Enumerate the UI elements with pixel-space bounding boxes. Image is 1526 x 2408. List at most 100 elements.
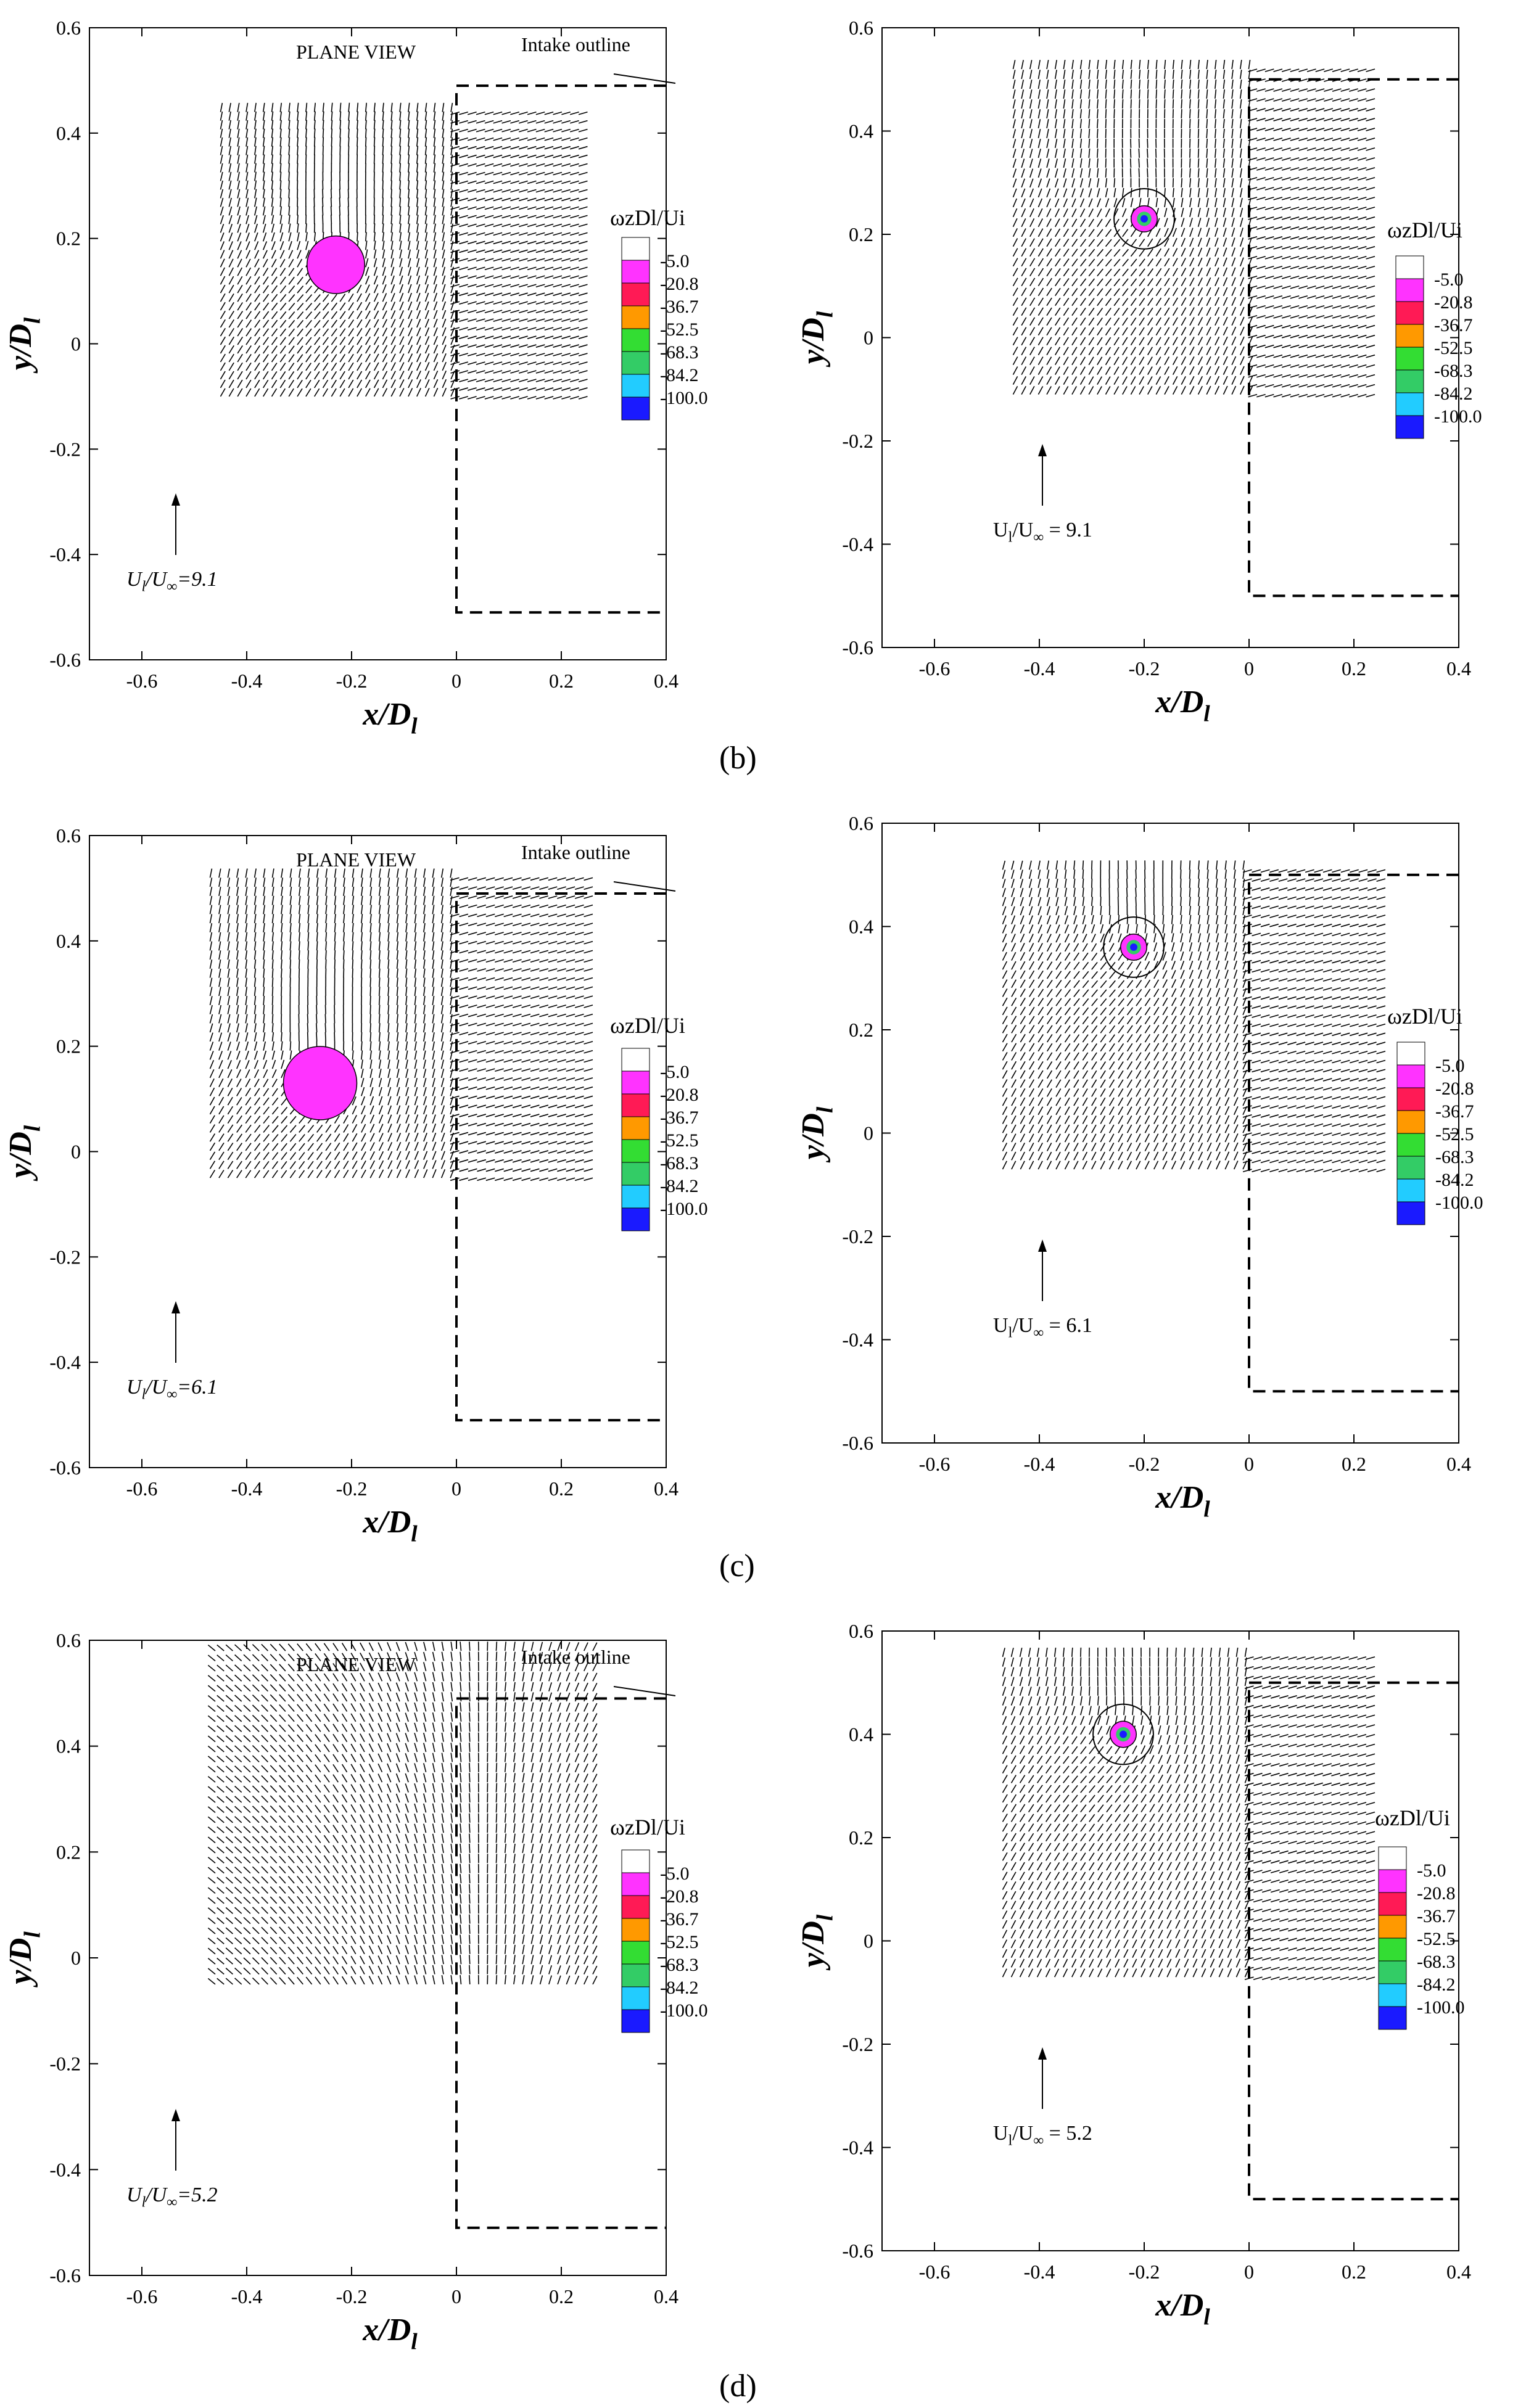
vector-arrow: [1021, 199, 1025, 207]
vector-arrow: [361, 1069, 363, 1078]
vector-arrow: [297, 138, 298, 147]
vector-arrow: [1047, 239, 1052, 247]
vector-arrow: [477, 1105, 485, 1107]
vector-arrow: [237, 1106, 242, 1114]
vector-arrow: [566, 987, 575, 989]
vector-arrow: [1366, 335, 1375, 338]
vector-arrow: [255, 346, 260, 353]
vector-arrow: [548, 932, 557, 935]
vector-arrow: [1274, 217, 1282, 220]
vector-arrow: [536, 388, 545, 390]
vector-arrow: [468, 293, 476, 295]
vector-arrow: [1047, 1098, 1052, 1106]
vector-arrow: [1307, 286, 1316, 289]
vector-arrow: [331, 346, 336, 353]
vector-arrow: [485, 284, 493, 287]
vector-arrow: [1240, 208, 1243, 217]
vector-arrow: [1173, 298, 1178, 306]
vector-arrow: [570, 302, 579, 304]
vector-arrow: [273, 877, 274, 887]
velocity-ratio-label: Ul/U∞=9.1: [126, 568, 218, 595]
vector-arrow: [1029, 1125, 1034, 1133]
vector-arrow: [468, 353, 476, 356]
vector-arrow: [553, 310, 562, 313]
vector-arrow: [561, 232, 570, 235]
vector-arrow: [1063, 387, 1068, 395]
vector-arrow: [1256, 306, 1265, 308]
vector-arrow: [414, 887, 416, 896]
vector-arrow: [370, 1032, 371, 1042]
vector-arrow: [1366, 197, 1375, 200]
vector-arrow: [382, 311, 387, 319]
vector-arrow: [1223, 277, 1227, 286]
vector-arrow: [485, 397, 493, 399]
vector-arrow: [1274, 286, 1282, 289]
vector-arrow: [361, 1042, 362, 1051]
vector-arrow: [1165, 218, 1168, 227]
x-axis-label: x/Dl: [362, 697, 418, 739]
vector-arrow: [229, 250, 233, 259]
vector-arrow: [468, 267, 476, 269]
vector-arrow: [510, 336, 519, 339]
y-tick-label: -0.2: [49, 1246, 81, 1268]
vector-arrow: [246, 259, 250, 267]
vector-arrow: [1047, 168, 1049, 177]
vector-arrow: [442, 120, 443, 129]
vector-arrow: [468, 914, 477, 916]
vector-arrow: [272, 241, 275, 250]
vector-arrow: [1029, 1007, 1034, 1015]
vector-arrow: [1358, 187, 1366, 190]
vector-arrow: [331, 371, 336, 379]
vector-arrow: [504, 942, 513, 944]
intake-outline-label: Intake outline: [521, 841, 630, 863]
vector-arrow: [557, 1032, 566, 1035]
vector-arrow: [414, 1023, 416, 1032]
vector-field: [1003, 860, 1386, 1172]
vector-arrow: [468, 232, 476, 235]
vector-arrow: [1316, 306, 1324, 308]
vector-arrow: [237, 1088, 242, 1096]
vector-arrow: [323, 294, 329, 302]
vector-arrow: [1081, 377, 1085, 385]
vector-arrow: [566, 960, 575, 962]
vector-arrow: [510, 198, 519, 200]
vector-arrow: [1131, 279, 1136, 286]
vector-arrow: [1106, 308, 1112, 315]
vector-arrow: [1232, 168, 1233, 178]
vector-arrow: [1081, 139, 1082, 148]
vector-arrow: [219, 1042, 222, 1050]
vector-arrow: [545, 147, 553, 149]
vector-arrow: [1274, 118, 1282, 121]
vector-arrow: [1165, 327, 1169, 335]
vector-arrow: [557, 923, 566, 926]
vector-arrow: [1332, 138, 1341, 141]
vector-arrow: [417, 138, 418, 147]
vector-arrow: [1065, 989, 1071, 996]
vector-arrow: [388, 1087, 390, 1096]
vector-arrow: [510, 345, 519, 347]
vector-arrow: [228, 905, 229, 914]
vector-arrow: [1065, 1107, 1070, 1115]
vector-arrow: [1190, 188, 1191, 197]
vector-arrow: [424, 923, 425, 932]
vector-arrow: [228, 1069, 231, 1078]
vector-arrow: [263, 320, 269, 327]
vector-arrow: [221, 345, 226, 353]
vector-arrow: [417, 302, 420, 310]
vector-arrow: [442, 293, 445, 302]
vector-arrow: [228, 969, 229, 978]
vector-arrow: [1013, 119, 1016, 128]
vector-arrow: [442, 1133, 445, 1141]
vector-arrow: [315, 337, 320, 345]
vector-arrow: [1097, 129, 1098, 138]
vector-arrow: [289, 320, 294, 327]
vector-arrow: [1341, 118, 1350, 121]
vector-arrow: [1332, 128, 1341, 131]
vector-arrow: [263, 1161, 269, 1169]
vector-arrow: [485, 181, 493, 183]
vector-arrow: [485, 121, 493, 123]
vector-arrow: [273, 1107, 278, 1114]
vector-arrow: [1021, 376, 1026, 384]
vector-arrow: [1030, 99, 1032, 109]
